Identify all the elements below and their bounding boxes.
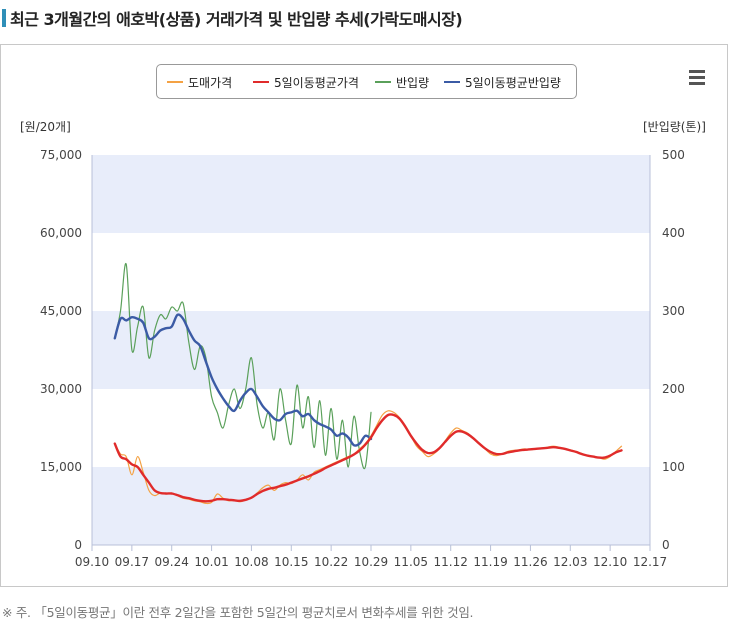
y-tick-label-right: 300	[662, 304, 685, 318]
series-5day-avg-price-line	[113, 413, 623, 503]
plot-band	[92, 155, 650, 233]
y-tick-label-right: 400	[662, 226, 685, 240]
chart-frame	[0, 44, 728, 587]
y-tick-label-right: 500	[662, 148, 685, 162]
legend-swatch-volume	[375, 81, 391, 83]
y-axis-title-left: [원/20개]	[20, 120, 71, 134]
y-tick-label-left: 15,000	[40, 460, 82, 474]
plot-band	[92, 311, 650, 389]
x-tick-label: 10.08	[234, 555, 268, 569]
x-tick-label: 09.17	[115, 555, 149, 569]
series-5day-avg-volume-line	[113, 313, 373, 447]
y-tick-label-left: 60,000	[40, 226, 82, 240]
x-tick-label: 12.03	[553, 555, 587, 569]
plot-band	[92, 467, 650, 545]
legend-swatch-5day-avg-volume	[444, 81, 460, 83]
legend-swatch-wholesale-price	[167, 81, 183, 83]
title-accent-mark	[2, 9, 6, 27]
x-tick-label: 09.10	[75, 555, 109, 569]
y-tick-label-right: 100	[662, 460, 685, 474]
x-tick-label: 12.10	[593, 555, 627, 569]
x-tick-label: 11.12	[434, 555, 468, 569]
x-tick-label: 09.24	[155, 555, 189, 569]
x-tick-label: 10.22	[314, 555, 348, 569]
page-title: 최근 3개월간의 애호박(상품) 거래가격 및 반입량 추세(가락도매시장)	[10, 10, 463, 29]
hamburger-menu-icon[interactable]	[689, 70, 705, 86]
x-tick-label: 10.15	[274, 555, 308, 569]
y-axis-title-right: [반입량(톤)]	[643, 120, 706, 134]
legend-label: 도매가격	[188, 76, 233, 90]
footnote: ※ 주. 「5일이동평균」이란 전후 2일간을 포함한 5일간의 평균치로서 변…	[2, 605, 474, 620]
y-tick-label-right: 200	[662, 382, 685, 396]
legend-label: 5일이동평균가격	[274, 76, 359, 90]
legend-swatch-5day-avg-price	[253, 81, 269, 83]
x-tick-label: 11.26	[513, 555, 547, 569]
x-tick-label: 10.29	[354, 555, 388, 569]
y-tick-label-right: 0	[662, 538, 670, 552]
chart-legend: 도매가격 5일이동평균가격 반입량 5일이동평균반입량	[156, 64, 577, 99]
y-tick-label-left: 0	[74, 538, 82, 552]
x-tick-label: 11.19	[473, 555, 507, 569]
legend-label: 반입량	[396, 76, 430, 90]
y-tick-label-left: 30,000	[40, 382, 82, 396]
x-tick-label: 12.17	[633, 555, 667, 569]
y-tick-label-left: 75,000	[40, 148, 82, 162]
x-tick-label: 11.05	[394, 555, 428, 569]
y-tick-label-left: 45,000	[40, 304, 82, 318]
series-volume-line	[114, 263, 372, 470]
legend-label: 5일이동평균반입량	[465, 76, 561, 90]
x-tick-label: 10.01	[194, 555, 228, 569]
title-bar: 최근 3개월간의 애호박(상품) 거래가격 및 반입량 추세(가락도매시장)	[0, 0, 730, 36]
